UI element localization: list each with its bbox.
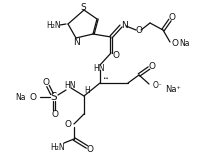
Text: O: O xyxy=(30,93,37,102)
Text: Na: Na xyxy=(179,39,190,47)
Text: ••: •• xyxy=(102,75,109,80)
Text: O: O xyxy=(135,26,143,35)
Text: O: O xyxy=(86,144,94,153)
Text: H₂N: H₂N xyxy=(51,142,65,151)
Text: H₂N: H₂N xyxy=(47,21,61,30)
Text: O: O xyxy=(168,13,175,22)
Text: O: O xyxy=(43,77,49,87)
Text: HN: HN xyxy=(93,63,105,72)
Text: S: S xyxy=(80,3,86,12)
Text: H: H xyxy=(84,86,90,95)
Text: N: N xyxy=(122,21,128,30)
Text: O⁻: O⁻ xyxy=(153,80,163,90)
Text: Na⁺: Na⁺ xyxy=(165,85,181,94)
Text: S: S xyxy=(51,92,57,102)
Text: Na: Na xyxy=(15,93,26,102)
Text: N: N xyxy=(74,38,80,46)
Text: O: O xyxy=(52,110,58,119)
Text: O: O xyxy=(172,39,179,47)
Text: O: O xyxy=(65,120,72,128)
Text: HN: HN xyxy=(64,80,76,90)
Text: O: O xyxy=(113,50,119,59)
Text: O: O xyxy=(149,61,156,70)
